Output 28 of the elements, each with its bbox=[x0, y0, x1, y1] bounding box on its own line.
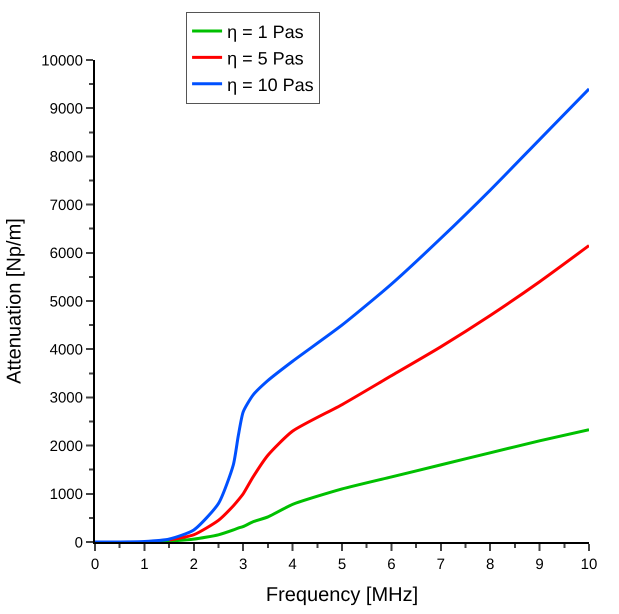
line-series bbox=[168, 244, 589, 542]
y-tick-label: 7000 bbox=[50, 196, 83, 214]
x-tick-label: 8 bbox=[486, 556, 494, 573]
x-tick-label: 5 bbox=[338, 556, 346, 573]
y-tick-label: 6000 bbox=[50, 245, 83, 262]
y-tick-label: 1000 bbox=[50, 486, 83, 504]
y-tick-label: 8000 bbox=[50, 148, 83, 166]
y-tick-label: 0 bbox=[74, 534, 83, 552]
x-tick-label: 10 bbox=[580, 556, 598, 573]
y-tick-label: 3000 bbox=[50, 390, 83, 407]
legend-label: η = 5 Pas bbox=[227, 48, 304, 68]
x-tick-label: 1 bbox=[140, 556, 149, 573]
x-tick-label: 3 bbox=[239, 556, 248, 573]
legend-label: η = 10 Pas bbox=[227, 74, 314, 95]
x-tick-label: 2 bbox=[190, 556, 198, 573]
y-tick-label: 4000 bbox=[50, 341, 83, 358]
x-tick-label: 0 bbox=[90, 556, 100, 573]
x-axis-title: Frequency [MHz] bbox=[266, 584, 418, 606]
x-tick-label: 6 bbox=[387, 556, 396, 573]
y-tick-label: 2000 bbox=[50, 438, 83, 455]
x-tick-label: 7 bbox=[436, 556, 445, 573]
y-tick-label: 10000 bbox=[41, 52, 83, 70]
x-tick-label: 9 bbox=[535, 556, 544, 573]
legend-label: η = 1 Pas bbox=[227, 22, 304, 42]
y-tick-label: 9000 bbox=[50, 100, 83, 118]
y-axis-title: Attenuation [Np/m] bbox=[3, 218, 26, 384]
x-tick-label: 4 bbox=[288, 556, 297, 573]
y-tick-label: 5000 bbox=[50, 293, 83, 310]
